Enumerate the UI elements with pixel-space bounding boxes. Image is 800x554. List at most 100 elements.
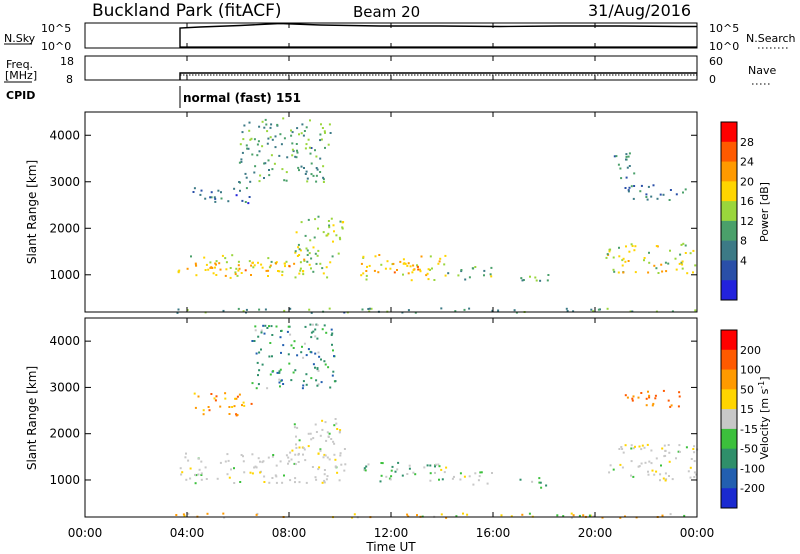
echo-cell xyxy=(321,481,324,484)
echo-cell xyxy=(678,391,681,394)
echo-cell xyxy=(322,231,325,234)
echo-cell xyxy=(444,254,447,257)
time-axis-label: Time UT xyxy=(365,540,416,554)
echo-cell xyxy=(380,474,383,477)
echo-cell xyxy=(310,147,313,149)
echo-cell xyxy=(483,269,486,272)
echo-cell xyxy=(249,180,252,183)
echo-cell xyxy=(324,454,327,457)
echo-cell xyxy=(279,385,281,388)
echo-cell xyxy=(292,150,295,153)
echo-cell xyxy=(210,191,213,194)
echo-cell xyxy=(307,432,310,435)
echo-cell xyxy=(189,477,192,480)
echo-cell xyxy=(651,404,654,407)
echo-cell xyxy=(317,452,320,455)
echo-cell xyxy=(279,133,282,136)
echo-cell xyxy=(631,245,634,247)
echo-region xyxy=(393,262,422,274)
echo-cell xyxy=(278,270,281,273)
echo-cell xyxy=(687,470,690,473)
echo-cell xyxy=(293,262,296,265)
echo-cell xyxy=(235,397,238,400)
echo-cell xyxy=(601,516,604,519)
echo-cell xyxy=(231,406,234,408)
echo-cell xyxy=(266,130,269,133)
echo-cell xyxy=(427,278,430,281)
echo-cell xyxy=(638,465,641,468)
echo-cell xyxy=(303,258,306,261)
echo-cell xyxy=(190,255,192,258)
echo-cell xyxy=(578,514,581,517)
echo-cell xyxy=(624,260,627,263)
echo-cell xyxy=(229,267,232,269)
echo-cell xyxy=(444,274,447,277)
echo-cell xyxy=(316,324,319,327)
echo-cell xyxy=(659,473,662,476)
echo-cell xyxy=(271,138,274,141)
echo-cell xyxy=(328,123,331,126)
velocity-label-exp: -1 xyxy=(757,381,766,389)
echo-cell xyxy=(457,274,460,277)
power-colorbar: 28 24 20 16 12 8 4 xyxy=(720,121,754,301)
echo-cell xyxy=(250,402,253,405)
echo-cell xyxy=(300,221,303,224)
echo-cell xyxy=(433,279,436,281)
echo-cell xyxy=(647,390,649,393)
echo-cell xyxy=(281,481,284,484)
echo-cell xyxy=(693,451,696,454)
echo-cell xyxy=(291,449,294,452)
echo-cell xyxy=(302,273,305,276)
echo-cell xyxy=(316,367,319,370)
echo-cell xyxy=(178,269,181,272)
echo-cell xyxy=(322,181,325,183)
colorbar-segment xyxy=(721,161,737,182)
echo-cell xyxy=(179,467,182,470)
echo-cell xyxy=(309,432,312,435)
echo-cell xyxy=(445,466,448,469)
echo-cell xyxy=(334,465,337,468)
colorbar-segment xyxy=(721,181,737,202)
echo-cell xyxy=(416,264,418,267)
echo-cell xyxy=(447,272,450,275)
echo-cell xyxy=(645,404,648,407)
echo-cell xyxy=(297,246,300,249)
echo-cell xyxy=(308,263,311,266)
echo-cell xyxy=(606,307,609,310)
echo-cell xyxy=(634,271,637,274)
echo-cell xyxy=(238,267,241,270)
echo-cell xyxy=(627,190,630,193)
echo-cell xyxy=(290,134,293,137)
echo-cell xyxy=(277,270,279,272)
echo-cell xyxy=(279,460,282,463)
echo-cell xyxy=(266,327,269,329)
echo-cell xyxy=(291,154,294,157)
echo-cell xyxy=(240,272,243,274)
echo-cell xyxy=(247,147,250,150)
echo-cell xyxy=(682,242,685,245)
echo-cell xyxy=(637,396,640,399)
echo-cell xyxy=(320,358,322,361)
echo-cell xyxy=(669,405,672,408)
echo-cell xyxy=(377,271,380,274)
echo-cell xyxy=(677,405,680,408)
echo-cell xyxy=(309,152,312,155)
echo-cell xyxy=(302,453,304,456)
echo-cell xyxy=(324,363,327,366)
echo-cell xyxy=(539,279,542,282)
echo-cell xyxy=(385,475,388,478)
colorbar-segment xyxy=(721,369,737,390)
freq-tick-lo: 8 xyxy=(66,73,73,86)
echo-cell xyxy=(240,158,243,161)
echo-cell xyxy=(295,443,297,446)
echo-cell xyxy=(283,262,286,265)
colorbar-frame xyxy=(720,329,738,509)
echo-cell xyxy=(255,387,258,390)
echo-cell xyxy=(243,471,246,474)
echo-cell xyxy=(590,308,593,311)
echo-cell xyxy=(339,452,342,455)
echo-cell xyxy=(181,471,184,474)
echo-cell xyxy=(628,152,631,155)
echo-cell xyxy=(323,479,326,482)
echo-cell xyxy=(283,309,286,312)
